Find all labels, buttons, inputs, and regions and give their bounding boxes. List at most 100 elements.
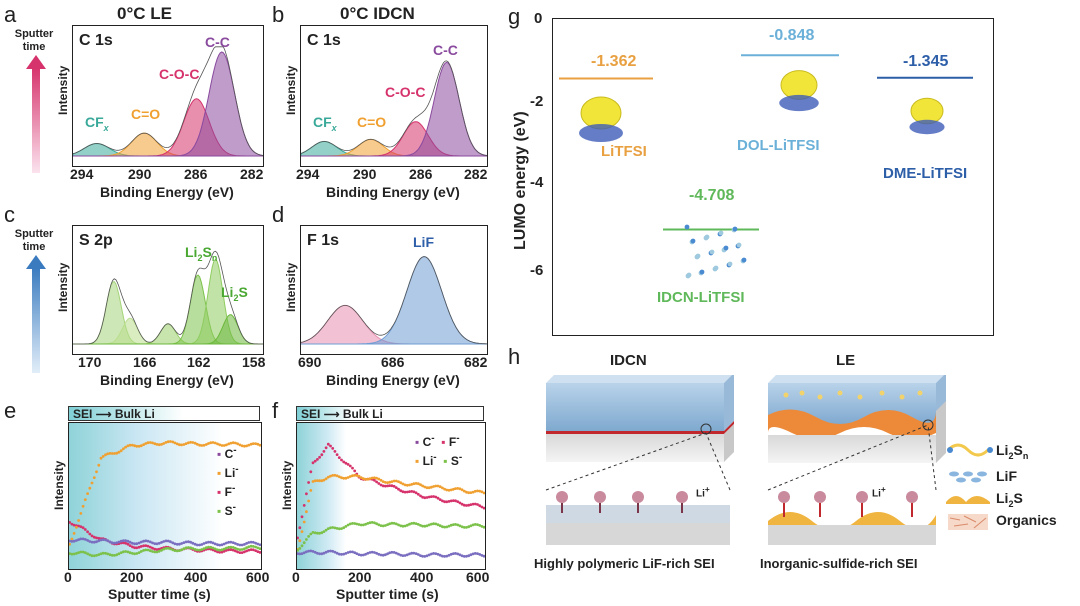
point-F xyxy=(135,552,139,555)
point-S xyxy=(133,542,136,546)
point-S xyxy=(166,539,170,543)
sputter-arrow-top xyxy=(26,55,46,173)
point-Li xyxy=(128,443,132,447)
point-C xyxy=(384,484,387,488)
point-F xyxy=(384,524,387,527)
point-C xyxy=(77,524,80,528)
point-F xyxy=(77,551,80,554)
x-axis-label: Binding Energy (eV) xyxy=(326,372,460,388)
point-Li xyxy=(462,489,466,493)
point-C xyxy=(231,548,235,552)
panel-label-e: e xyxy=(4,398,17,423)
x-axis-label: Sputter time (s) xyxy=(336,586,439,602)
point-F xyxy=(99,552,103,556)
point-S xyxy=(381,553,385,557)
point-C xyxy=(342,460,346,464)
heading-idcn: IDCN xyxy=(610,352,647,369)
point-S xyxy=(128,540,132,544)
point-F xyxy=(254,545,257,549)
point-C xyxy=(438,498,442,501)
point-S xyxy=(473,552,477,555)
point-S xyxy=(173,542,177,546)
point-S xyxy=(124,539,127,542)
point-S xyxy=(72,539,76,543)
point-F xyxy=(144,548,148,552)
point-F xyxy=(366,522,370,525)
point-Li xyxy=(473,489,477,493)
point-Li xyxy=(359,476,363,479)
point-C xyxy=(316,458,319,461)
point-F xyxy=(344,525,348,528)
peak-label-li2s: Li2S xyxy=(221,284,248,303)
point-F xyxy=(218,548,222,552)
core-level-label: C 1s xyxy=(307,32,341,49)
molecule-core xyxy=(779,94,819,112)
point-C xyxy=(69,521,71,524)
point-C xyxy=(412,490,416,494)
point-Li xyxy=(175,442,179,446)
point-C xyxy=(478,504,482,508)
point-C xyxy=(70,522,74,526)
point-Li xyxy=(202,443,206,447)
point-Li xyxy=(115,451,119,455)
point-Li xyxy=(122,447,125,451)
point-F xyxy=(104,551,107,555)
point-S xyxy=(309,549,313,553)
tick-200: 200 xyxy=(348,569,372,585)
point-F xyxy=(83,551,87,555)
point-Li xyxy=(86,492,89,495)
point-C xyxy=(307,481,310,484)
tof-sims-le-plot: ▪ C- ▪ Li- ▪ F- ▪ S- xyxy=(68,422,262,570)
peak-label-coc: C-O-C xyxy=(159,66,200,82)
point-S xyxy=(108,540,112,544)
point-S xyxy=(410,551,414,555)
point-S xyxy=(335,551,339,555)
panel-label-c: c xyxy=(4,202,15,227)
point-F xyxy=(198,548,202,552)
point-F xyxy=(373,521,376,525)
point-Li xyxy=(313,479,317,483)
point-Li xyxy=(375,476,378,480)
point-C xyxy=(322,450,326,453)
point-C xyxy=(460,502,464,506)
point-F xyxy=(164,547,168,550)
point-Li xyxy=(133,444,136,448)
point-F xyxy=(204,546,208,550)
tick-600: 600 xyxy=(466,569,490,585)
point-Li xyxy=(139,444,143,448)
point-Li xyxy=(148,441,152,444)
point-Li xyxy=(180,443,183,447)
point-Li xyxy=(425,486,429,490)
point-F xyxy=(173,549,177,552)
point-F xyxy=(348,522,352,526)
tick-690: 690 xyxy=(298,354,322,370)
point-S xyxy=(353,551,357,554)
point-S xyxy=(157,541,161,545)
point-S xyxy=(97,539,101,543)
atom xyxy=(732,226,738,232)
tick-400: 400 xyxy=(184,569,208,585)
xps-f1s-plot: F 1s LiF xyxy=(300,225,488,355)
core-level-label: S 2p xyxy=(79,232,113,249)
point-F xyxy=(414,522,418,525)
point-C xyxy=(83,528,87,531)
point-C xyxy=(151,546,154,550)
tick-158: 158 xyxy=(242,354,266,370)
point-C xyxy=(220,550,224,554)
point-C xyxy=(92,535,96,539)
point-Li xyxy=(142,443,145,446)
point-Li xyxy=(414,482,418,485)
point-C xyxy=(258,551,261,554)
point-Li xyxy=(423,485,427,489)
point-C xyxy=(388,484,392,487)
point-S xyxy=(445,554,449,558)
x-axis-label: Binding Energy (eV) xyxy=(326,184,460,200)
point-Li xyxy=(460,488,464,492)
lumo-value-dme: -1.345 xyxy=(903,53,949,70)
point-F xyxy=(322,530,326,533)
point-F xyxy=(92,554,96,558)
li-ion-label-le: Li+ xyxy=(872,484,886,500)
point-Li xyxy=(329,474,332,478)
idcn-sei-line xyxy=(546,431,724,434)
point-S xyxy=(388,551,392,555)
